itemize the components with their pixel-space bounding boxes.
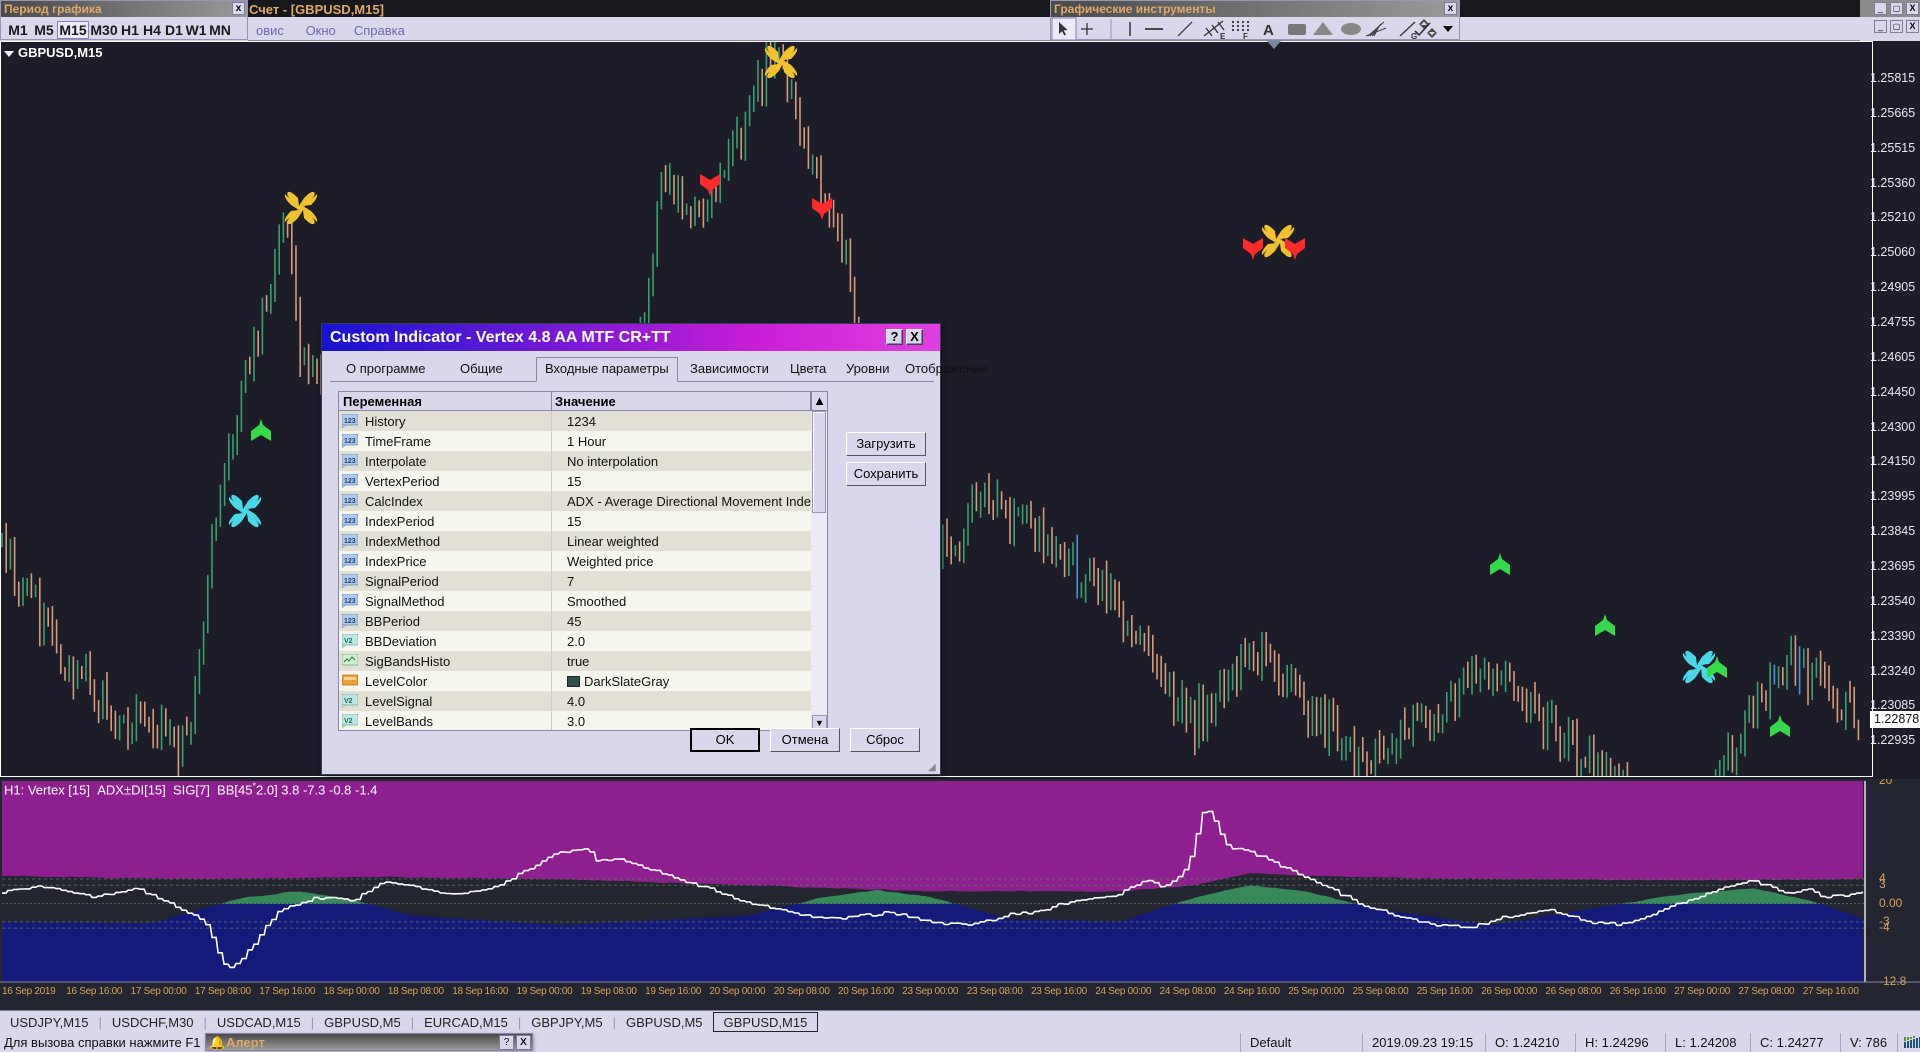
svg-text:123: 123 [344,458,356,465]
svg-text:123: 123 [344,578,356,585]
svg-text:123: 123 [344,538,356,545]
svg-text:123: 123 [344,418,356,425]
svg-text:123: 123 [344,438,356,445]
svg-text:123: 123 [344,478,356,485]
svg-text:E: E [1220,32,1226,41]
svg-text:F: F [1243,32,1248,41]
svg-text:123: 123 [344,618,356,625]
svg-text:123: 123 [344,598,356,605]
svg-text:123: 123 [344,558,356,565]
svg-text:123: 123 [344,498,356,505]
svg-text:V2: V2 [344,718,353,725]
svg-text:V2: V2 [344,638,353,645]
svg-text:A: A [1263,22,1274,39]
svg-text:V2: V2 [344,698,353,705]
svg-text:123: 123 [344,518,356,525]
